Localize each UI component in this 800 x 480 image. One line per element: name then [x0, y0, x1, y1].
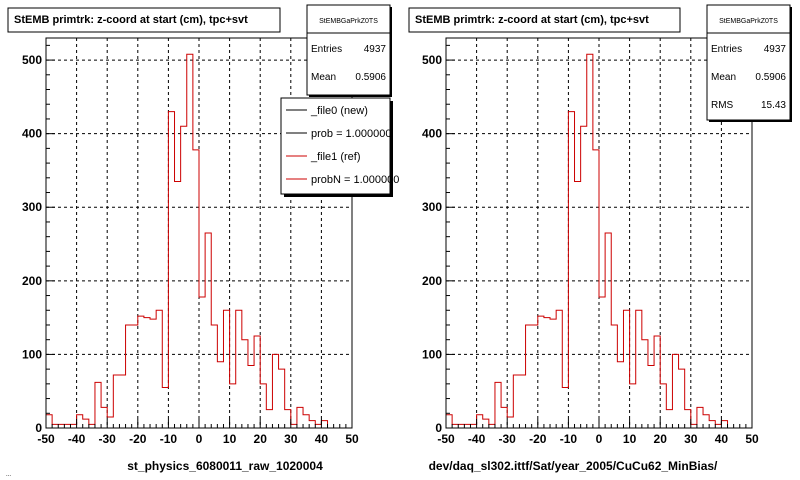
- legend-entry: prob = 1.000000: [311, 128, 391, 140]
- footer-text: ...: [6, 472, 11, 478]
- x-tick-label: -50: [437, 432, 455, 446]
- y-tick-label: 400: [22, 127, 42, 141]
- x-tick-label: 30: [684, 432, 698, 446]
- stats-mean-value: 0.5906: [755, 72, 786, 83]
- legend-entry: probN = 1.000000: [311, 174, 399, 186]
- x-tick-label: -50: [37, 432, 55, 446]
- x-tick-label: 50: [345, 432, 359, 446]
- legend-entry: _file1 (ref): [310, 151, 361, 163]
- x-tick-label: -30: [499, 432, 517, 446]
- y-tick-label: 400: [422, 127, 442, 141]
- chart-panel-2: -50 -40 -30 -20 -10 0 10 20 30 40 5001002003004005…: [408, 4, 792, 473]
- histogram-series: [445, 53, 729, 428]
- stats-mean-label: Mean: [311, 72, 336, 83]
- x-tick-label: 40: [715, 432, 729, 446]
- y-tick-label: 500: [22, 53, 42, 67]
- stats-label: StEMBGaPrkZ0TS: [719, 18, 778, 25]
- stats-entries-value: 4937: [364, 44, 387, 55]
- x-tick-label: -20: [129, 432, 147, 446]
- chart-panel-1: -50 -40 -30 -20 -10 0 10 20 30 40 5001002003004005…: [7, 4, 399, 473]
- chart-title: StEMB primtrk: z-coord at start (cm), tp…: [415, 14, 649, 26]
- y-tick-label: 100: [422, 347, 442, 361]
- stats-entries-label: Entries: [311, 44, 342, 55]
- legend-frame: [280, 97, 391, 195]
- x-tick-label: 10: [623, 432, 637, 446]
- stats-entries-value: 4937: [764, 44, 787, 55]
- x-tick-label: 30: [284, 432, 298, 446]
- chart-title-box: StEMB primtrk: z-coord at start (cm), tp…: [408, 7, 681, 33]
- stats-frame: [306, 4, 391, 96]
- chart-title: StEMB primtrk: z-coord at start (cm), tp…: [14, 14, 248, 26]
- title-frame: [7, 7, 281, 33]
- histogram-series: [45, 53, 329, 428]
- x-tick-label: 20: [254, 432, 268, 446]
- stats-rms-value: 15.43: [761, 100, 786, 111]
- y-tick-label: 0: [435, 421, 442, 435]
- x-axis-label: dev/daq_sl302.ittf/Sat/year_2005/CuCu62_…: [429, 459, 718, 473]
- y-tick-label: 200: [22, 274, 42, 288]
- stats-entries-label: Entries: [711, 44, 742, 55]
- x-tick-label: 10: [223, 432, 237, 446]
- stats-frame: [706, 4, 791, 121]
- stats-box: StEMBGaPrkZ0TS Entries 4937 Mean 0.5906 RMS 15…: [706, 4, 792, 122]
- legend: _file0 (new) prob = 1.000000 _file1 (ref) p…: [280, 97, 399, 197]
- x-tick-label: -10: [160, 432, 178, 446]
- chart-title-box: StEMB primtrk: z-coord at start (cm), tp…: [7, 7, 281, 33]
- x-tick-label: 50: [745, 432, 759, 446]
- y-tick-label: 300: [422, 200, 442, 214]
- x-tick-label: 40: [315, 432, 329, 446]
- y-tick-label: 100: [22, 347, 42, 361]
- x-tick-label: 20: [654, 432, 668, 446]
- x-tick-label: -30: [99, 432, 117, 446]
- y-tick-label: 500: [422, 53, 442, 67]
- stats-mean-value: 0.5906: [355, 72, 386, 83]
- stats-mean-label: Mean: [711, 72, 736, 83]
- y-tick-label: 300: [22, 200, 42, 214]
- stats-label: StEMBGaPrkZ0TS: [319, 18, 378, 25]
- x-tick-label: -40: [68, 432, 86, 446]
- legend-entry: _file0 (new): [310, 105, 368, 117]
- x-tick-label: 0: [596, 432, 603, 446]
- x-tick-label: -20: [529, 432, 547, 446]
- x-axis-label: st_physics_6080011_raw_1020004: [127, 459, 323, 473]
- x-tick-label: 0: [196, 432, 203, 446]
- stats-rms-label: RMS: [711, 100, 734, 111]
- x-tick-label: -10: [560, 432, 578, 446]
- title-frame: [408, 7, 681, 33]
- stats-box: StEMBGaPrkZ0TS Entries 4937 Mean 0.5906: [306, 4, 392, 97]
- x-tick-label: -40: [468, 432, 486, 446]
- y-tick-label: 0: [35, 421, 42, 435]
- y-tick-label: 200: [422, 274, 442, 288]
